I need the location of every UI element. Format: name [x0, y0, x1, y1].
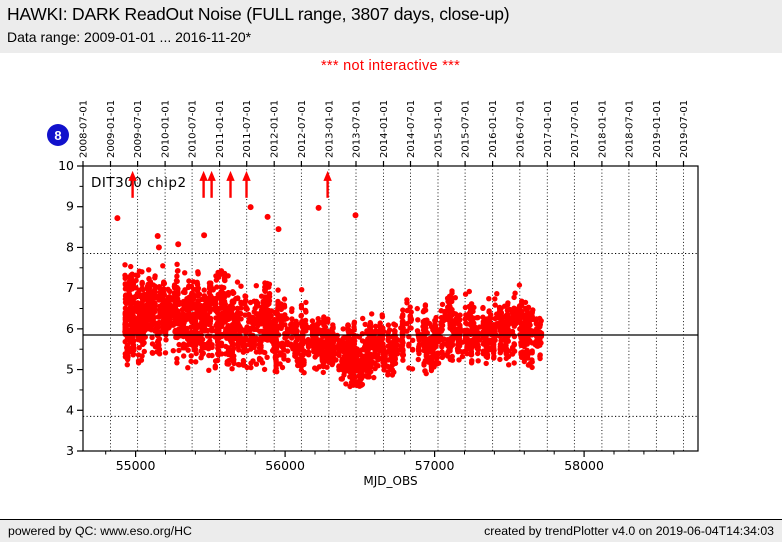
svg-text:2012-07-01: 2012-07-01	[297, 100, 308, 158]
svg-text:57000: 57000	[415, 458, 455, 473]
svg-text:58000: 58000	[564, 458, 604, 473]
svg-text:2017-07-01: 2017-07-01	[570, 100, 581, 158]
svg-text:8: 8	[66, 239, 74, 254]
scatter-points	[114, 204, 545, 390]
count-badge[interactable]: 8	[47, 124, 69, 146]
svg-text:5: 5	[66, 362, 74, 377]
page-title: HAWKI: DARK ReadOut Noise (FULL range, 3…	[7, 4, 510, 24]
svg-text:2009-01-01: 2009-01-01	[106, 100, 117, 158]
x-axis-label: MJD_OBS	[363, 474, 417, 488]
y-axis: 3 4 5 6 7 8 9 10	[58, 158, 83, 458]
svg-text:2012-01-01: 2012-01-01	[270, 100, 281, 158]
x-axis: 55000 56000 57000 58000 MJD_OBS	[105, 451, 675, 488]
svg-text:2015-01-01: 2015-01-01	[434, 100, 445, 158]
svg-text:2011-01-01: 2011-01-01	[215, 100, 226, 158]
header-band: HAWKI: DARK ReadOut Noise (FULL range, 3…	[0, 0, 782, 53]
legend-label: DIT300 chip2	[91, 175, 187, 191]
svg-text:2008-07-01: 2008-07-01	[79, 100, 90, 158]
footer-created-by: created by trendPlotter v4.0 on 2019-06-…	[484, 524, 774, 538]
svg-text:2014-01-01: 2014-01-01	[379, 100, 390, 158]
svg-text:55000: 55000	[116, 458, 156, 473]
svg-text:3: 3	[66, 443, 74, 458]
svg-text:2013-07-01: 2013-07-01	[352, 100, 363, 158]
svg-text:7: 7	[66, 280, 74, 295]
data-range-subtitle: Data range: 2009-01-01 ... 2016-11-20*	[7, 29, 252, 45]
svg-text:4: 4	[66, 402, 74, 417]
svg-text:10: 10	[58, 158, 74, 173]
svg-text:56000: 56000	[265, 458, 305, 473]
svg-text:2019-07-01: 2019-07-01	[679, 100, 690, 158]
svg-text:2010-07-01: 2010-07-01	[188, 100, 199, 158]
svg-text:2014-07-01: 2014-07-01	[406, 100, 417, 158]
svg-text:2013-01-01: 2013-01-01	[324, 100, 335, 158]
svg-text:2016-07-01: 2016-07-01	[515, 100, 526, 158]
svg-text:2011-07-01: 2011-07-01	[242, 100, 253, 158]
svg-text:9: 9	[66, 199, 74, 214]
out-of-range-arrows	[128, 170, 332, 198]
svg-text:2009-07-01: 2009-07-01	[133, 100, 144, 158]
svg-text:2019-01-01: 2019-01-01	[652, 100, 663, 158]
svg-text:2017-01-01: 2017-01-01	[543, 100, 554, 158]
svg-text:2015-07-01: 2015-07-01	[461, 100, 472, 158]
not-interactive-notice: *** not interactive ***	[320, 58, 461, 74]
svg-text:2018-07-01: 2018-07-01	[624, 100, 635, 158]
svg-text:2010-01-01: 2010-01-01	[161, 100, 172, 158]
footer-band: powered by QC: www.eso.org/HC created by…	[0, 519, 782, 542]
svg-text:2016-01-01: 2016-01-01	[488, 100, 499, 158]
footer-powered-by[interactable]: powered by QC: www.eso.org/HC	[8, 524, 192, 538]
top-date-axis: 2008-07-01 2009-01-01 2009-07-01 2010-01-01…	[79, 100, 690, 166]
svg-text:2018-01-01: 2018-01-01	[597, 100, 608, 158]
svg-text:6: 6	[66, 321, 74, 336]
